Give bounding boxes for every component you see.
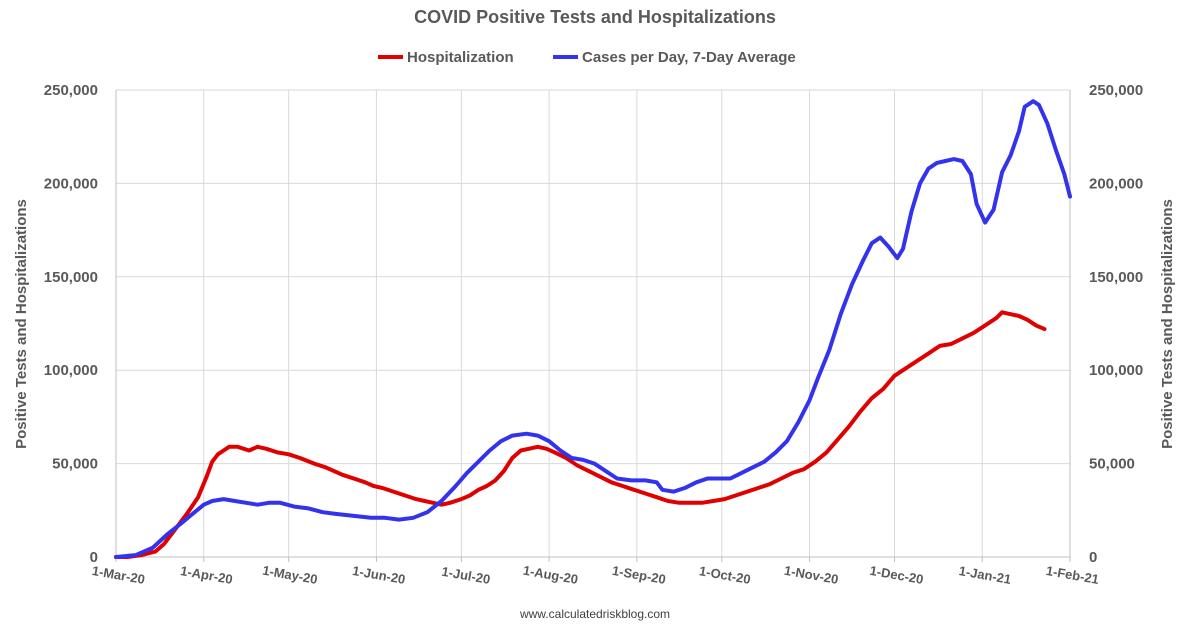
y-axis-title-left: Positive Tests and Hospitalizations xyxy=(13,199,30,449)
y-tick-label-left: 200,000 xyxy=(44,175,98,192)
y-tick-label-right: 50,000 xyxy=(1089,456,1135,473)
series-layer xyxy=(114,99,1072,559)
chart-title: COVID Positive Tests and Hospitalization… xyxy=(414,7,776,27)
y-tick-label-left: 150,000 xyxy=(44,269,98,286)
legend: Hospitalization Cases per Day, 7-Day Ave… xyxy=(378,49,796,66)
y-tick-label-left: 0 xyxy=(90,549,98,566)
legend-label-cases: Cases per Day, 7-Day Average xyxy=(582,49,796,66)
y-tick-label-right: 0 xyxy=(1089,549,1097,566)
y-tick-label-left: 250,000 xyxy=(44,82,98,99)
source-credit: www.calculatedriskblog.com xyxy=(519,607,670,621)
y-tick-label-right: 100,000 xyxy=(1089,362,1143,379)
y-tick-label-left: 50,000 xyxy=(52,456,98,473)
series-line-cases xyxy=(114,99,1072,559)
y-tick-label-right: 250,000 xyxy=(1089,82,1143,99)
y-tick-label-right: 200,000 xyxy=(1089,175,1143,192)
y-tick-label-right: 150,000 xyxy=(1089,269,1143,286)
y-axis-title-right: Positive Tests and Hospitalizations xyxy=(1159,199,1176,449)
legend-label-hospitalization: Hospitalization xyxy=(407,49,514,66)
series-line-hospitalization xyxy=(114,310,1047,559)
y-tick-label-left: 100,000 xyxy=(44,362,98,379)
